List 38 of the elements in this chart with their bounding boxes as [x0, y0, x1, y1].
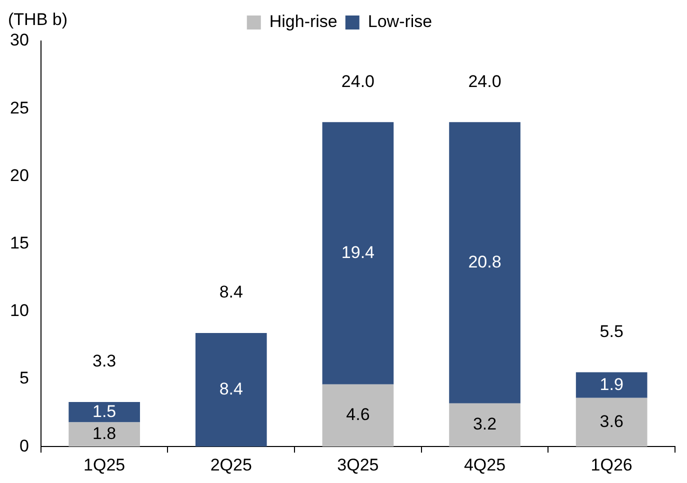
legend-label: High-rise — [269, 12, 338, 32]
bar — [322, 384, 394, 447]
total-label: 24.0 — [468, 72, 502, 91]
total-label: 5.5 — [600, 322, 624, 341]
data-label: 8.4 — [219, 380, 243, 399]
x-tick-label: 3Q25 — [337, 455, 379, 474]
data-label: 20.8 — [468, 252, 502, 272]
x-tick-label: 1Q25 — [84, 455, 126, 474]
bar — [449, 403, 520, 447]
bar — [576, 372, 648, 398]
y-tick-label: 5 — [19, 368, 29, 388]
y-tick-label: 15 — [10, 233, 29, 252]
data-label: 4.6 — [346, 405, 370, 424]
y-tick-label: 0 — [19, 436, 29, 456]
bar — [322, 122, 394, 384]
x-tick-label: 4Q25 — [464, 455, 506, 474]
x-tick-label: 1Q26 — [590, 455, 632, 474]
y-axis-title: (THB b) — [8, 10, 68, 30]
data-label: 1.9 — [600, 374, 624, 394]
bar — [68, 422, 140, 447]
y-tick-label: 20 — [10, 166, 29, 185]
total-label: 24.0 — [341, 72, 374, 91]
x-tick-label: 2Q25 — [210, 455, 252, 474]
data-label: 1.5 — [92, 402, 116, 421]
total-label: 3.3 — [92, 352, 116, 371]
data-label: 3.6 — [600, 412, 624, 431]
y-tick-label: 10 — [10, 301, 29, 320]
data-label: 1.8 — [92, 424, 116, 444]
y-tick-label: 30 — [10, 30, 29, 50]
bar — [68, 402, 140, 422]
data-label: 19.4 — [341, 242, 374, 262]
data-label: 3.2 — [472, 414, 497, 434]
bar — [195, 333, 267, 447]
legend-label: Low-rise — [368, 12, 432, 32]
bar — [576, 398, 648, 447]
bar — [449, 122, 520, 404]
total-label: 8.4 — [219, 282, 243, 302]
y-tick-label: 25 — [10, 98, 29, 118]
